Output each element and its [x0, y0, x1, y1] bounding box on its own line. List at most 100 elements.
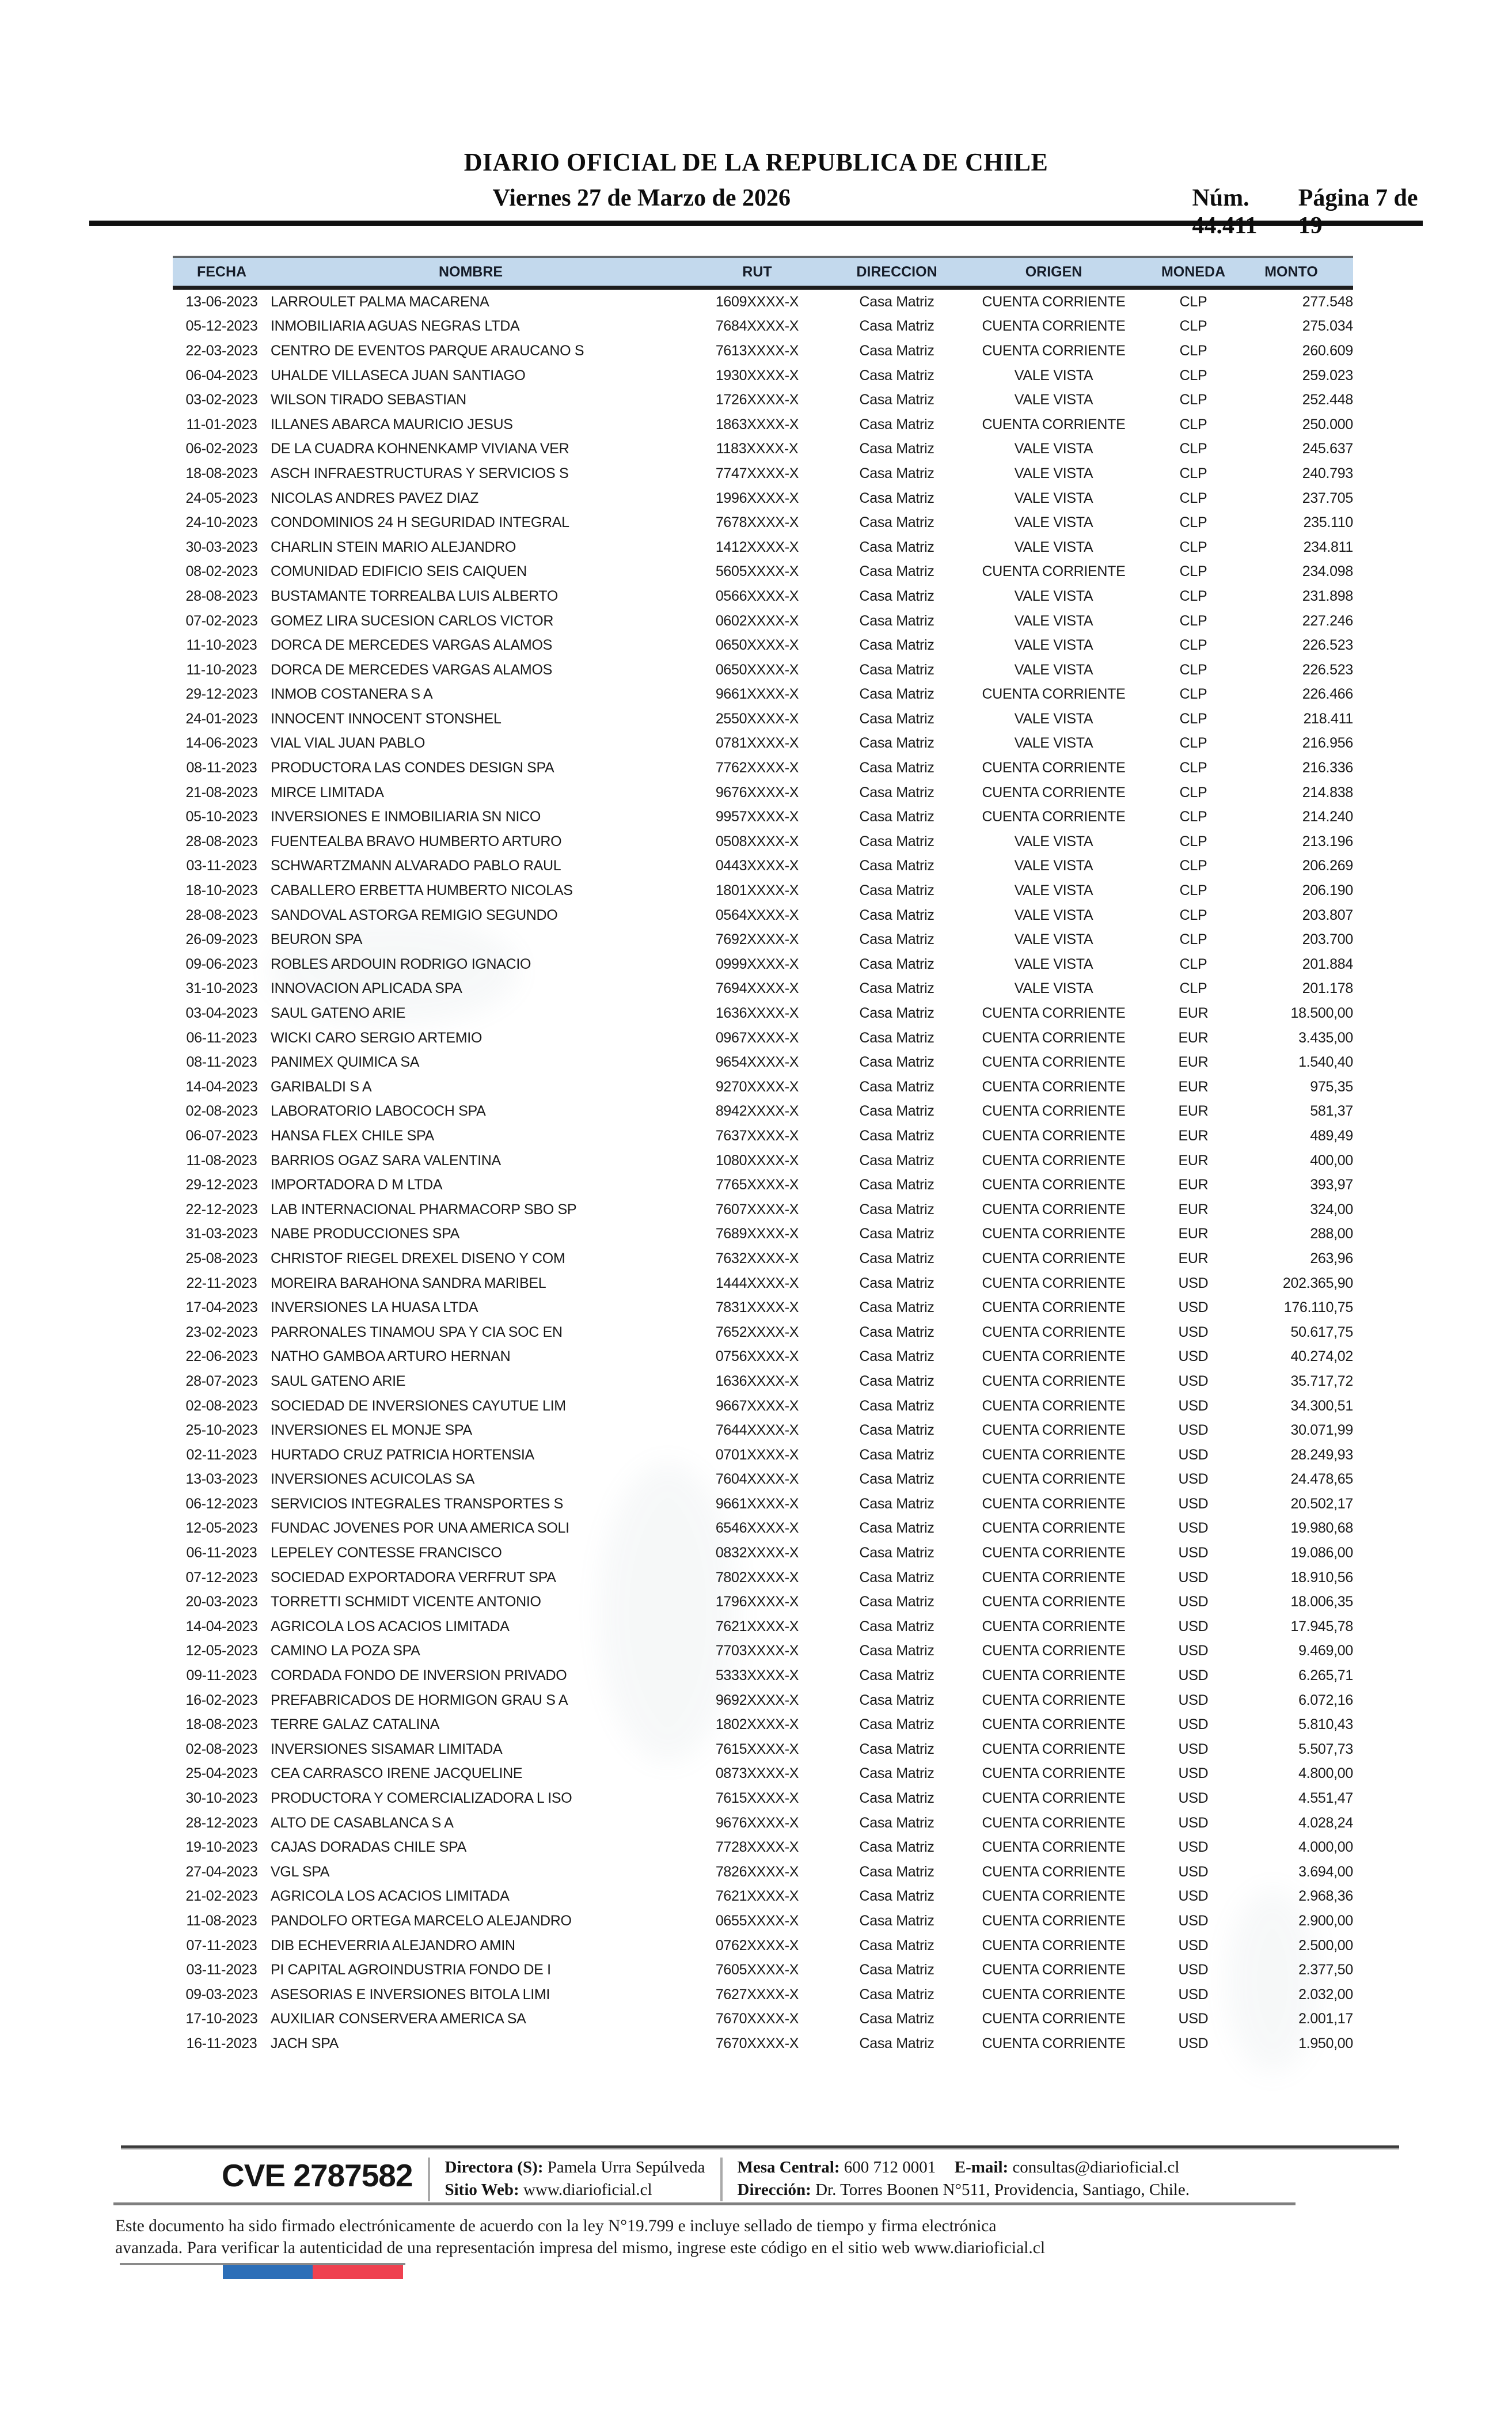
- cell-origen: VALE VISTA: [1014, 514, 1093, 531]
- cell-moneda: CLP: [1179, 931, 1207, 948]
- cell-fecha: 05-10-2023: [185, 809, 258, 825]
- cell-monto: 237.705: [1302, 490, 1353, 506]
- cell-origen: VALE VISTA: [1014, 539, 1093, 555]
- table-header: FECHA NOMBRE RUT DIRECCION ORIGEN MONEDA…: [173, 256, 1353, 290]
- cell-nombre: FUNDAC JOVENES POR UNA AMERICA SOLI: [271, 1520, 569, 1537]
- cell-fecha: 06-02-2023: [185, 441, 258, 457]
- cell-nombre: BARRIOS OGAZ SARA VALENTINA: [271, 1152, 501, 1169]
- cell-rut: 9661XXXX-X: [715, 1495, 799, 1512]
- cell-moneda: USD: [1178, 1299, 1209, 1316]
- cell-rut: 7637XXXX-X: [715, 1127, 799, 1144]
- cell-origen: CUENTA CORRIENTE: [982, 1372, 1126, 1389]
- phone-value: 600 712 0001: [844, 2158, 936, 2177]
- table-row: 18-10-2023 CABALLERO ERBETTA HUMBERTO NI…: [173, 878, 1353, 903]
- cell-moneda: CLP: [1179, 465, 1207, 481]
- cell-nombre: INVERSIONES E INMOBILIARIA SN NICO: [271, 809, 541, 825]
- cell-direccion: Casa Matriz: [859, 490, 934, 506]
- cve-code: CVE 2787582: [222, 2158, 413, 2193]
- cell-fecha: 25-10-2023: [185, 1422, 258, 1439]
- cell-origen: CUENTA CORRIENTE: [982, 1594, 1126, 1610]
- cell-moneda: USD: [1178, 1446, 1209, 1463]
- cell-fecha: 11-08-2023: [186, 1152, 257, 1169]
- column-header-nombre: NOMBRE: [271, 256, 671, 290]
- address-value: Dr. Torres Boonen N°511, Providencia, Sa…: [815, 2181, 1190, 2199]
- table-row: 22-11-2023 MOREIRA BARAHONA SANDRA MARIB…: [173, 1271, 1353, 1296]
- cell-monto: 40.274,02: [1290, 1348, 1353, 1365]
- cell-fecha: 21-08-2023: [185, 784, 258, 801]
- cell-moneda: CLP: [1179, 318, 1207, 335]
- cell-nombre: PRODUCTORA Y COMERCIALIZADORA L ISO: [271, 1790, 572, 1807]
- cell-moneda: USD: [1178, 1520, 1209, 1537]
- table-row: 16-11-2023 JACH SPA 7670XXXX-X Casa Matr…: [173, 2031, 1353, 2056]
- cell-rut: 7652XXXX-X: [715, 1324, 799, 1340]
- table-row: 02-08-2023 INVERSIONES SISAMAR LIMITADA …: [173, 1737, 1353, 1762]
- cell-origen: CUENTA CORRIENTE: [982, 1962, 1126, 1978]
- cell-origen: CUENTA CORRIENTE: [982, 293, 1126, 310]
- cell-moneda: USD: [1178, 1692, 1209, 1708]
- cell-origen: CUENTA CORRIENTE: [982, 1397, 1126, 1414]
- cell-fecha: 13-03-2023: [185, 1471, 258, 1488]
- footer-rule-mid: [113, 2202, 1296, 2205]
- cell-direccion: Casa Matriz: [859, 1594, 934, 1610]
- cell-direccion: Casa Matriz: [859, 465, 934, 481]
- table-row: 07-02-2023 GOMEZ LIRA SUCESION CARLOS VI…: [173, 609, 1353, 634]
- table-row: 03-11-2023 SCHWARTZMANN ALVARADO PABLO R…: [173, 854, 1353, 879]
- cell-nombre: SCHWARTZMANN ALVARADO PABLO RAUL: [271, 858, 561, 874]
- cell-nombre: PI CAPITAL AGROINDUSTRIA FONDO DE I: [271, 1962, 551, 1978]
- cell-monto: 203.807: [1302, 907, 1353, 923]
- cell-monto: 2.001,17: [1298, 2011, 1353, 2027]
- cell-nombre: MIRCE LIMITADA: [271, 784, 384, 801]
- cell-rut: 6546XXXX-X: [715, 1520, 799, 1537]
- cell-nombre: CAMINO LA POZA SPA: [271, 1643, 420, 1659]
- cell-direccion: Casa Matriz: [859, 1177, 934, 1193]
- cell-origen: CUENTA CORRIENTE: [982, 1765, 1126, 1782]
- cell-rut: 7644XXXX-X: [715, 1422, 799, 1439]
- cell-origen: VALE VISTA: [1014, 612, 1093, 629]
- cell-rut: 7831XXXX-X: [715, 1299, 799, 1316]
- edition-date: Viernes 27 de Marzo de 2026: [492, 185, 791, 211]
- cell-direccion: Casa Matriz: [859, 735, 934, 752]
- cell-rut: 1796XXXX-X: [715, 1594, 799, 1610]
- cell-rut: 1636XXXX-X: [715, 1005, 799, 1022]
- table-row: 28-08-2023 SANDOVAL ASTORGA REMIGIO SEGU…: [173, 903, 1353, 928]
- cell-nombre: SOCIEDAD DE INVERSIONES CAYUTUE LIM: [271, 1397, 566, 1414]
- cell-fecha: 12-05-2023: [185, 1520, 258, 1537]
- cell-fecha: 14-04-2023: [185, 1618, 258, 1635]
- table-row: 06-02-2023 DE LA CUADRA KOHNENKAMP VIVIA…: [173, 437, 1353, 462]
- cell-rut: 0508XXXX-X: [715, 833, 799, 850]
- cell-direccion: Casa Matriz: [859, 1029, 934, 1046]
- table-row: 25-04-2023 CEA CARRASCO IRENE JACQUELINE…: [173, 1762, 1353, 1787]
- cell-monto: 218.411: [1303, 710, 1353, 727]
- column-header-rut: RUT: [671, 256, 844, 290]
- cell-fecha: 24-10-2023: [185, 514, 258, 531]
- cell-direccion: Casa Matriz: [859, 1324, 934, 1340]
- cell-monto: 214.240: [1302, 809, 1353, 825]
- cell-fecha: 29-12-2023: [185, 1177, 258, 1193]
- table-row: 20-03-2023 TORRETTI SCHMIDT VICENTE ANTO…: [173, 1590, 1353, 1614]
- cell-rut: 7728XXXX-X: [715, 1839, 799, 1856]
- cell-monto: 18.006,35: [1290, 1594, 1353, 1610]
- cell-direccion: Casa Matriz: [859, 1226, 934, 1242]
- scan-artifact: [271, 916, 518, 1025]
- cell-nombre: BEURON SPA: [271, 931, 363, 948]
- cell-moneda: CLP: [1179, 612, 1207, 629]
- cell-monto: 18.500,00: [1290, 1005, 1353, 1022]
- cell-fecha: 24-05-2023: [185, 490, 258, 506]
- table-row: 26-09-2023 BEURON SPA 7692XXXX-X Casa Ma…: [173, 927, 1353, 952]
- table-row: 29-12-2023 IMPORTADORA D M LTDA 7765XXXX…: [173, 1173, 1353, 1197]
- cell-fecha: 20-03-2023: [185, 1594, 258, 1610]
- cell-moneda: CLP: [1179, 882, 1207, 899]
- cell-monto: 226.466: [1302, 686, 1353, 703]
- cell-monto: 245.637: [1302, 441, 1353, 457]
- cell-nombre: INMOB COSTANERA S A: [271, 686, 433, 703]
- table-row: 21-02-2023 AGRICOLA LOS ACACIOS LIMITADA…: [173, 1885, 1353, 1909]
- cell-origen: CUENTA CORRIENTE: [982, 1226, 1126, 1242]
- table-row: 07-12-2023 SOCIEDAD EXPORTADORA VERFRUT …: [173, 1565, 1353, 1590]
- cell-monto: 2.377,50: [1298, 1962, 1353, 1978]
- cell-monto: 34.300,51: [1290, 1397, 1353, 1414]
- cell-direccion: Casa Matriz: [859, 342, 934, 359]
- cell-origen: CUENTA CORRIENTE: [982, 1054, 1126, 1071]
- cell-monto: 9.469,00: [1298, 1643, 1353, 1659]
- cell-rut: 0832XXXX-X: [715, 1545, 799, 1561]
- cell-nombre: INNOCENT INNOCENT STONSHEL: [271, 710, 502, 727]
